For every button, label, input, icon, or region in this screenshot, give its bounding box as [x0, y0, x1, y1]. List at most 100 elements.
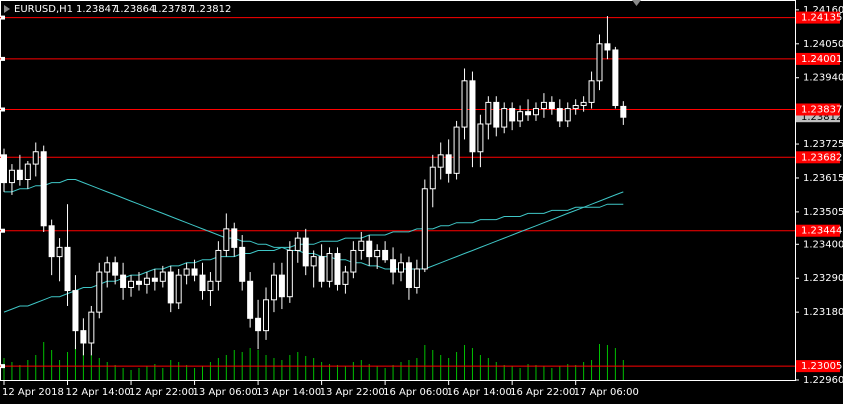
- ohlc-low: 1.23787: [152, 4, 193, 15]
- candle-body: [24, 163, 31, 181]
- level-label: 1.24135: [801, 13, 842, 24]
- candle-body: [366, 240, 373, 258]
- candle-body: [477, 123, 484, 153]
- candle-body: [294, 237, 301, 251]
- x-tick-label: 16 Apr 06:00: [383, 387, 448, 398]
- candle-body: [382, 249, 389, 261]
- candle-body: [429, 166, 436, 190]
- candle-body: [580, 101, 587, 106]
- candle-body: [183, 268, 190, 276]
- y-tick-label: 1.23180: [803, 307, 843, 318]
- candle-body: [88, 311, 95, 344]
- level-anchor: [1, 228, 5, 233]
- y-tick-label: 1.24050: [803, 39, 843, 50]
- level-label-bg: [796, 103, 840, 116]
- candle-body: [509, 108, 516, 122]
- level-label-bg: [796, 360, 840, 373]
- candle-body: [413, 268, 420, 288]
- candle-body: [556, 108, 563, 122]
- candle-body: [48, 225, 55, 258]
- candle-body: [620, 105, 627, 118]
- level-anchor: [1, 364, 5, 369]
- candle-body: [572, 104, 579, 110]
- y-tick-label: 1.24160: [803, 5, 843, 16]
- price-label-bg: [796, 112, 840, 123]
- y-tick-label: 1.23940: [803, 73, 843, 84]
- x-tick-label: 12 Apr 22:00: [129, 387, 194, 398]
- candle-body: [302, 237, 309, 267]
- title-icon: [4, 5, 10, 13]
- level-anchor: [1, 15, 5, 20]
- y-tick-label: 1.23505: [803, 207, 843, 218]
- candle-body: [334, 253, 341, 285]
- candle-body: [159, 271, 166, 282]
- candle-body: [112, 262, 119, 276]
- candle-body: [588, 80, 595, 103]
- shift-marker: [632, 0, 641, 6]
- candle-body: [405, 262, 412, 288]
- candle-body: [286, 249, 293, 298]
- candle-body: [175, 274, 182, 304]
- x-tick-label: 13 Apr 22:00: [320, 387, 385, 398]
- candle-body: [421, 188, 428, 270]
- current-price-label: 1.23812: [801, 112, 842, 123]
- level-label-bg: [796, 151, 840, 164]
- candle-body: [564, 108, 571, 122]
- candle-body: [8, 169, 15, 184]
- candle-body: [1, 154, 7, 184]
- candle-body: [398, 262, 404, 273]
- candle-body: [342, 271, 349, 285]
- x-tick-label: 12 Apr 2018: [2, 387, 64, 398]
- candle-body: [278, 274, 285, 298]
- candle-body: [612, 49, 619, 106]
- x-tick-label: 13 Apr 06:00: [193, 387, 258, 398]
- x-tick-label: 16 Apr 22:00: [510, 387, 575, 398]
- candle-body: [263, 299, 270, 332]
- candle-body: [532, 108, 539, 116]
- level-anchor: [1, 107, 5, 112]
- candle-body: [326, 253, 333, 282]
- candle-body: [16, 169, 23, 181]
- candle-body: [128, 280, 135, 288]
- candle-body: [143, 277, 150, 285]
- candle-body: [501, 108, 508, 128]
- candle-body: [120, 274, 127, 288]
- level-label: 1.24001: [801, 54, 842, 65]
- x-tick-label: 12 Apr 14:00: [66, 387, 131, 398]
- candle-body: [445, 154, 452, 174]
- candle-body: [310, 256, 317, 267]
- candle-body: [374, 249, 381, 258]
- candle-body: [215, 249, 222, 282]
- candle-body: [453, 126, 460, 174]
- x-tick-label: 17 Apr 06:00: [574, 387, 639, 398]
- candle-body: [493, 101, 500, 128]
- candle-body: [270, 274, 277, 301]
- level-label-bg: [796, 52, 840, 65]
- candle-body: [135, 280, 142, 285]
- candle-body: [548, 101, 555, 110]
- candle-body: [96, 271, 103, 313]
- level-label: 1.23682: [801, 152, 842, 163]
- ohlc-high: 1.23864: [114, 4, 155, 15]
- candle-body: [72, 290, 79, 332]
- candle-body: [469, 80, 476, 153]
- level-label-bg: [796, 11, 840, 24]
- candle-body: [358, 240, 365, 251]
- y-tick-label: 1.23615: [803, 173, 843, 184]
- candle-body: [223, 228, 230, 251]
- y-tick-label: 1.23290: [803, 273, 843, 284]
- level-anchor: [1, 56, 5, 61]
- candle-body: [231, 228, 238, 248]
- candle-body: [64, 246, 71, 292]
- candle-body: [207, 280, 214, 292]
- candle-body: [167, 271, 174, 304]
- candle-body: [199, 274, 206, 292]
- ohlc-close: 1.23812: [190, 4, 231, 15]
- chart-title: EURUSD,H1: [14, 4, 73, 15]
- candle-body: [32, 151, 39, 165]
- level-label: 1.23005: [801, 361, 842, 372]
- candle-body: [517, 111, 524, 122]
- x-tick-label: 16 Apr 14:00: [447, 387, 512, 398]
